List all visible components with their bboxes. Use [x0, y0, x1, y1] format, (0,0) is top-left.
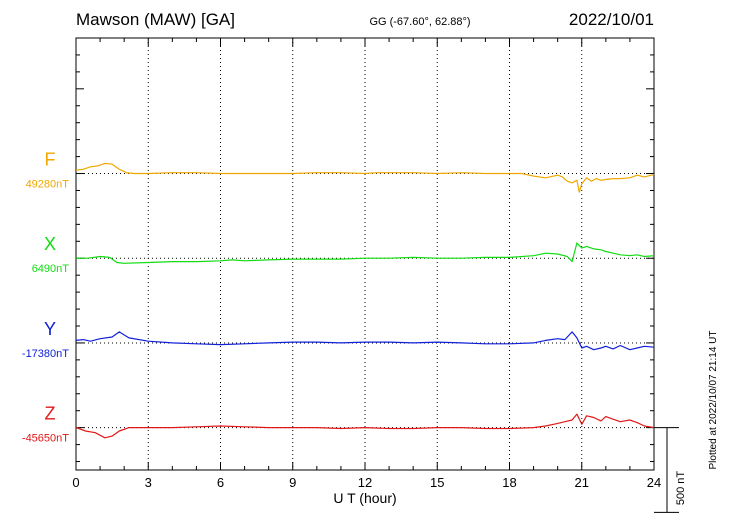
x-tick-label: 18: [502, 475, 516, 490]
x-axis-label: U T (hour): [333, 490, 396, 506]
x-tick-label: 15: [430, 475, 444, 490]
scale-bar: 500 nT: [654, 427, 687, 513]
plotted-timestamp: Plotted at 2022/10/07 21:14 UT: [708, 331, 719, 470]
grid-lines: [147, 38, 583, 470]
baseline-lines: [76, 173, 654, 429]
series-f-name: F: [45, 150, 56, 170]
series-z-line: [75, 413, 655, 439]
x-tick-labels: 0 3 6 9 12 15 18 21 24: [72, 475, 661, 490]
x-tick-label: 24: [647, 475, 661, 490]
x-tick-label: 0: [72, 475, 79, 490]
x-tick-label: 3: [145, 475, 152, 490]
series-y-line: [75, 331, 655, 351]
scale-bar-label: 500 nT: [675, 471, 687, 506]
series-z-baseline-label: -45650nT: [22, 433, 69, 445]
series-f-line: [75, 162, 655, 193]
series-z-name: Z: [45, 404, 56, 424]
traces: [75, 162, 655, 439]
series-x-baseline-label: 6490nT: [32, 263, 70, 275]
x-tick-label: 6: [217, 475, 224, 490]
series-x-name: X: [44, 234, 56, 254]
series-labels: F 49280nT X 6490nT Y -17380nT Z -45650nT: [22, 150, 69, 445]
date-label: 2022/10/01: [569, 10, 654, 29]
series-f-baseline-label: 49280nT: [26, 179, 70, 191]
series-x-line: [76, 242, 655, 264]
series-y-name: Y: [44, 319, 56, 339]
coordinates-label: GG (-67.60°, 62.88°): [369, 16, 470, 28]
series-y-baseline-label: -17380nT: [22, 348, 69, 360]
x-tick-label: 21: [575, 475, 589, 490]
x-tick-label: 12: [358, 475, 372, 490]
station-title: Mawson (MAW) [GA]: [76, 10, 235, 29]
x-tick-label: 9: [289, 475, 296, 490]
